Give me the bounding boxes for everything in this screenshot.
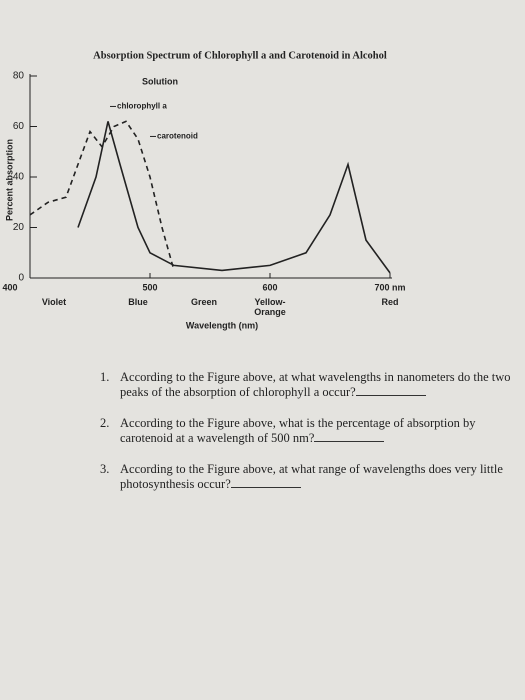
y-tick-label: 80 (13, 71, 25, 82)
series-line (77, 121, 391, 274)
chart-title: Absorption Spectrum of Chlorophyll a and… (93, 50, 387, 61)
y-tick-label: 60 (13, 121, 25, 132)
series-label: chlorophyll a (117, 102, 167, 111)
answer-blank (314, 441, 385, 442)
answer-blank (230, 487, 301, 488)
question-text: According to the Figure above, at what w… (120, 370, 511, 399)
y-tick-label: 0 (18, 273, 24, 284)
y-tick-label: 20 (13, 222, 25, 233)
band-label: Green (190, 297, 217, 307)
y-tick-label: 40 (13, 172, 25, 183)
question: 3. According to the Figure above, at what… (100, 462, 520, 492)
series-line (29, 120, 175, 271)
question: 1. According to the Figure above, at what… (100, 370, 520, 400)
question-text: According to the Figure above, at what r… (120, 462, 503, 491)
band-label: Yellow-Orange (254, 297, 286, 317)
questions: 1. According to the Figure above, at what… (100, 370, 520, 508)
band-label: Violet (41, 297, 67, 307)
series-label: carotenoid (157, 132, 198, 141)
y-axis-label: Percent absorption (4, 139, 14, 221)
band-label: Blue (128, 297, 148, 307)
x-tick-label: 600 (262, 282, 277, 292)
x-axis-label: Wavelength (nm) (186, 320, 258, 330)
x-tick-label: 500 (142, 282, 157, 292)
question-number: 2. (100, 416, 110, 430)
chart: Absorption Spectrum of Chlorophyll a and… (2, 50, 405, 330)
band-label: Red (381, 297, 399, 307)
question-number: 3. (100, 462, 110, 476)
question-text: According to the Figure above, what is t… (120, 416, 476, 445)
question-number: 1. (100, 370, 110, 384)
answer-blank (355, 395, 426, 396)
chart-subtitle: Solution (142, 76, 178, 86)
x-tick-label: 400 (2, 282, 17, 292)
question: 2. According to the Figure above, what is… (100, 416, 520, 446)
x-tick-label: 700 nm (374, 282, 405, 292)
